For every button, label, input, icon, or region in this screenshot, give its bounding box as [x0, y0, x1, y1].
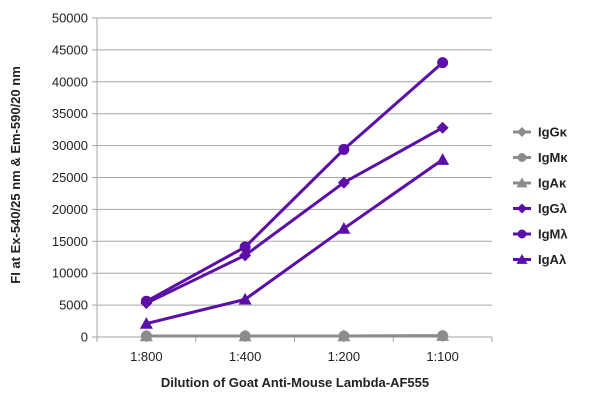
data-point — [337, 176, 350, 189]
data-point — [436, 121, 449, 134]
legend-label: IgMλ — [538, 227, 568, 242]
data-point — [239, 249, 252, 262]
data-point — [238, 329, 252, 342]
data-point — [337, 222, 351, 234]
legend-item: IgMκ — [513, 150, 568, 165]
legend-label: IgAλ — [538, 252, 567, 267]
data-point — [337, 329, 351, 342]
x-axis-ticks: 1:800 1:400 1:200 1:100 — [130, 349, 459, 364]
legend-swatch-marker — [517, 127, 527, 137]
legend-swatch-marker — [516, 254, 528, 264]
series-3 — [140, 121, 449, 310]
data-point — [437, 57, 449, 69]
data-point — [436, 329, 450, 341]
legend-item: IgGλ — [513, 201, 568, 216]
y-axis-title: FI at Ex-540/25 nm & Em-590/20 nm — [8, 66, 23, 283]
series-4 — [140, 57, 449, 307]
x-tick-label: 1:800 — [130, 349, 163, 364]
data-point — [239, 241, 251, 253]
data-point — [139, 329, 153, 342]
x-tick-label: 1:200 — [328, 349, 361, 364]
y-tick-label: 50000 — [52, 11, 88, 26]
legend-swatch-marker — [517, 203, 527, 214]
y-tick-label: 45000 — [52, 42, 88, 57]
legend-label: IgGλ — [538, 201, 568, 216]
series-line — [146, 158, 444, 326]
legend-swatch-marker — [517, 153, 527, 162]
legend: IgGκ IgMκ IgAκ IgGλ IgMλ IgAλ — [513, 125, 568, 267]
y-tick-label: 0 — [81, 330, 88, 345]
y-tick-label: 35000 — [52, 106, 88, 121]
legend-item: IgAκ — [513, 176, 567, 191]
series-line — [145, 61, 444, 303]
legend-item: IgMλ — [513, 227, 568, 242]
legend-label: IgGκ — [538, 125, 568, 140]
y-tick-label: 15000 — [52, 234, 88, 249]
legend-label: IgMκ — [538, 150, 568, 165]
x-tick-label: 1:100 — [426, 349, 459, 364]
data-point — [338, 143, 350, 155]
series-layer — [139, 57, 450, 343]
data-point — [139, 317, 153, 329]
legend-swatch-marker — [517, 229, 527, 239]
legend-swatch-marker — [516, 177, 528, 188]
series-5 — [139, 153, 450, 329]
legend-item: IgAλ — [513, 252, 567, 267]
y-tick-label: 25000 — [52, 170, 88, 185]
legend-item: IgGκ — [513, 125, 568, 140]
data-point — [238, 292, 252, 305]
series-2 — [139, 329, 450, 342]
y-tick-label: 5000 — [59, 298, 88, 313]
data-point — [436, 153, 450, 165]
legend-label: IgAκ — [538, 176, 567, 191]
y-tick-label: 20000 — [52, 202, 88, 217]
x-tick-label: 1:400 — [229, 349, 262, 364]
x-axis-title: Dilution of Goat Anti-Mouse Lambda-AF555 — [161, 375, 429, 390]
y-tick-label: 40000 — [52, 74, 88, 89]
y-tick-label: 10000 — [52, 266, 88, 281]
gridlines — [92, 17, 493, 342]
y-tick-label: 30000 — [52, 138, 88, 153]
y-axis-ticks: 0 5000 10000 15000 20000 25000 30000 35000 40000… — [52, 11, 88, 345]
data-point — [140, 295, 152, 307]
series-line — [145, 126, 444, 305]
